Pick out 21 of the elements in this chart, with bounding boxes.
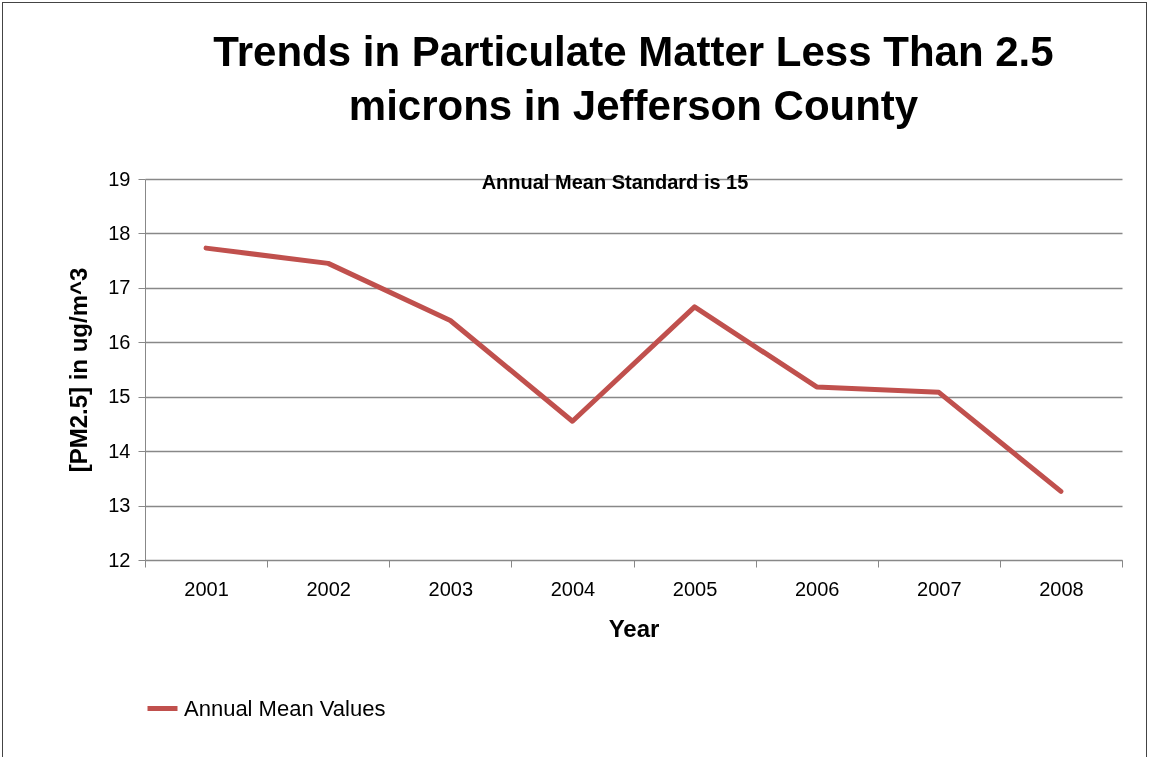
y-tick-label: 15 bbox=[108, 385, 131, 408]
x-tick-label: 2001 bbox=[184, 577, 229, 600]
annotation: Annual Mean Standard is 15 bbox=[481, 171, 749, 193]
y-tick-label: 17 bbox=[108, 276, 131, 299]
y-tick-label: 18 bbox=[108, 221, 131, 244]
y-tick-label: 16 bbox=[108, 330, 131, 353]
x-tick-label: 2002 bbox=[306, 577, 351, 600]
chart-title: Trends in Particulate Matter Less Than 2.5 microns in Jefferson County bbox=[213, 28, 1054, 129]
x-tick-label: 2005 bbox=[672, 577, 718, 600]
x-tick-label: 2007 bbox=[917, 577, 962, 600]
x-tick-label: 2008 bbox=[1039, 577, 1084, 600]
y-tick-label: 13 bbox=[108, 494, 131, 517]
x-tick-label: 2004 bbox=[550, 577, 596, 600]
x-tick-label: 2003 bbox=[428, 577, 474, 600]
legend-label: Annual Mean Values bbox=[184, 695, 386, 721]
x-tick-label: 2006 bbox=[794, 577, 840, 600]
y-tick-label: 12 bbox=[108, 548, 131, 571]
y-tick-label: 14 bbox=[108, 439, 131, 462]
y-axis-title: [PM2.5] in ug/m^3 bbox=[65, 267, 93, 473]
y-tick-label: 19 bbox=[108, 167, 131, 190]
x-axis-title: Year bbox=[608, 614, 660, 642]
